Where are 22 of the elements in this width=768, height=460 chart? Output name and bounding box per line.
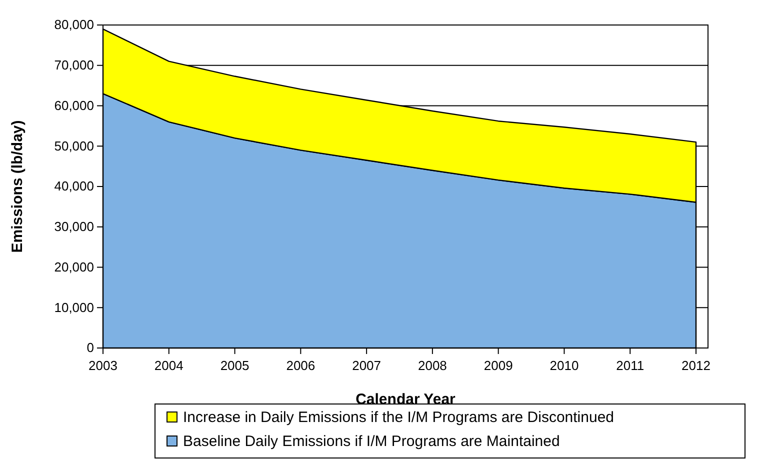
x-tick-label: 2010 xyxy=(550,358,579,373)
y-tick-label: 80,000 xyxy=(54,17,94,32)
x-tick-label: 2011 xyxy=(616,358,644,373)
y-tick-label: 20,000 xyxy=(54,259,94,274)
x-tick-label: 2008 xyxy=(418,358,447,373)
x-tick-label: 2012 xyxy=(682,358,710,373)
x-tick-label: 2005 xyxy=(220,358,250,373)
legend-label: Increase in Daily Emissions if the I/M Programs are Discontinued xyxy=(183,409,614,426)
y-tick-label: 50,000 xyxy=(54,138,94,154)
y-tick-label: 0 xyxy=(86,340,94,356)
legend-label: Baseline Daily Emissions if I/M Programs are Maintained xyxy=(183,433,560,450)
x-tick-label: 2009 xyxy=(484,358,513,373)
x-tick-label: 2007 xyxy=(352,358,382,373)
y-tick-label: 60,000 xyxy=(54,98,94,113)
y-tick-label: 70,000 xyxy=(54,58,94,73)
x-tick-label: 2006 xyxy=(286,358,316,373)
y-axis-title: Emissions (lb/day) xyxy=(9,120,26,253)
x-tick-label: 2004 xyxy=(154,358,184,373)
y-tick-label: 30,000 xyxy=(54,219,94,234)
y-tick-label: 10,000 xyxy=(54,300,94,315)
x-tick-label: 2003 xyxy=(88,358,118,373)
y-tick-label: 40,000 xyxy=(54,178,94,194)
